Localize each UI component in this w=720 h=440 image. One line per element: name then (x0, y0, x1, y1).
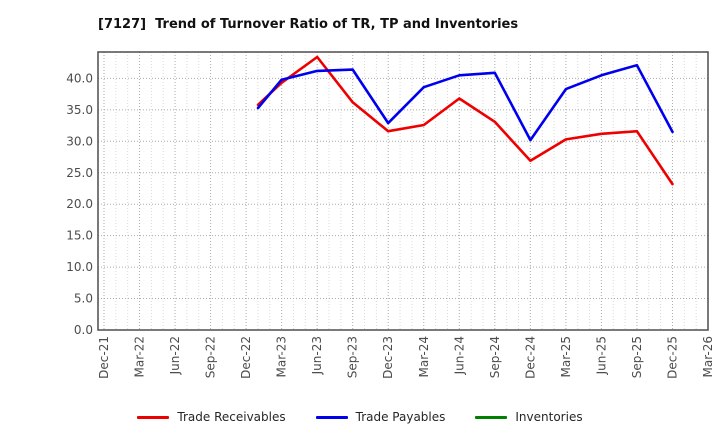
legend-label-trade-payables: Trade Payables (355, 410, 446, 424)
legend-item-trade-receivables: Trade Receivables (137, 410, 286, 424)
x-tick-label: Dec-24 (523, 336, 537, 379)
legend-swatch-trade-payables (315, 415, 348, 419)
chart-title: [7127] Trend of Turnover Ratio of TR, TP… (98, 17, 519, 32)
x-tick-label: Mar-24 (417, 336, 431, 377)
x-tick-label: Jun-24 (452, 336, 466, 375)
series-line-trade-receivables (256, 55, 674, 186)
x-tick-label: Jun-22 (168, 336, 182, 375)
x-tick-label: Jun-23 (310, 336, 324, 375)
x-tick-label: Mar-23 (275, 336, 289, 377)
series-line-trade-payables (256, 63, 674, 142)
x-tick-label: Dec-25 (665, 336, 679, 379)
y-tick-label: 10.0 (66, 260, 93, 274)
x-tick-label: Sep-22 (204, 336, 218, 378)
legend-item-inventories: Inventories (475, 410, 583, 424)
x-tick-label: Sep-23 (346, 336, 360, 378)
x-tick-label: Dec-21 (97, 336, 111, 379)
x-tick-label: Mar-25 (559, 336, 573, 377)
legend-item-trade-payables: Trade Payables (315, 410, 446, 424)
x-tick-label: Dec-23 (381, 336, 395, 379)
x-tick-label: Mar-22 (133, 336, 147, 377)
y-tick-label: 30.0 (66, 134, 93, 148)
y-tick-label: 40.0 (66, 71, 93, 85)
x-tick-label: Jun-25 (594, 336, 608, 375)
legend-label-trade-receivables: Trade Receivables (177, 410, 286, 424)
x-tick-label: Mar-26 (701, 336, 715, 377)
x-tick-label: Dec-22 (239, 336, 253, 379)
y-tick-label: 35.0 (66, 103, 93, 117)
x-tick-label: Sep-25 (630, 336, 644, 378)
y-tick-label: 15.0 (66, 229, 93, 243)
plot-frame (97, 51, 709, 331)
legend-swatch-trade-receivables (137, 415, 170, 419)
y-tick-label: 0.0 (74, 323, 93, 337)
legend: Trade Receivables Trade Payables Invento… (0, 404, 720, 430)
y-tick-label: 25.0 (66, 166, 93, 180)
legend-swatch-inventories (475, 415, 508, 419)
y-tick-label: 5.0 (74, 292, 93, 306)
x-tick-label: Sep-24 (488, 336, 502, 378)
y-tick-label: 20.0 (66, 197, 93, 211)
legend-label-inventories: Inventories (515, 410, 583, 424)
